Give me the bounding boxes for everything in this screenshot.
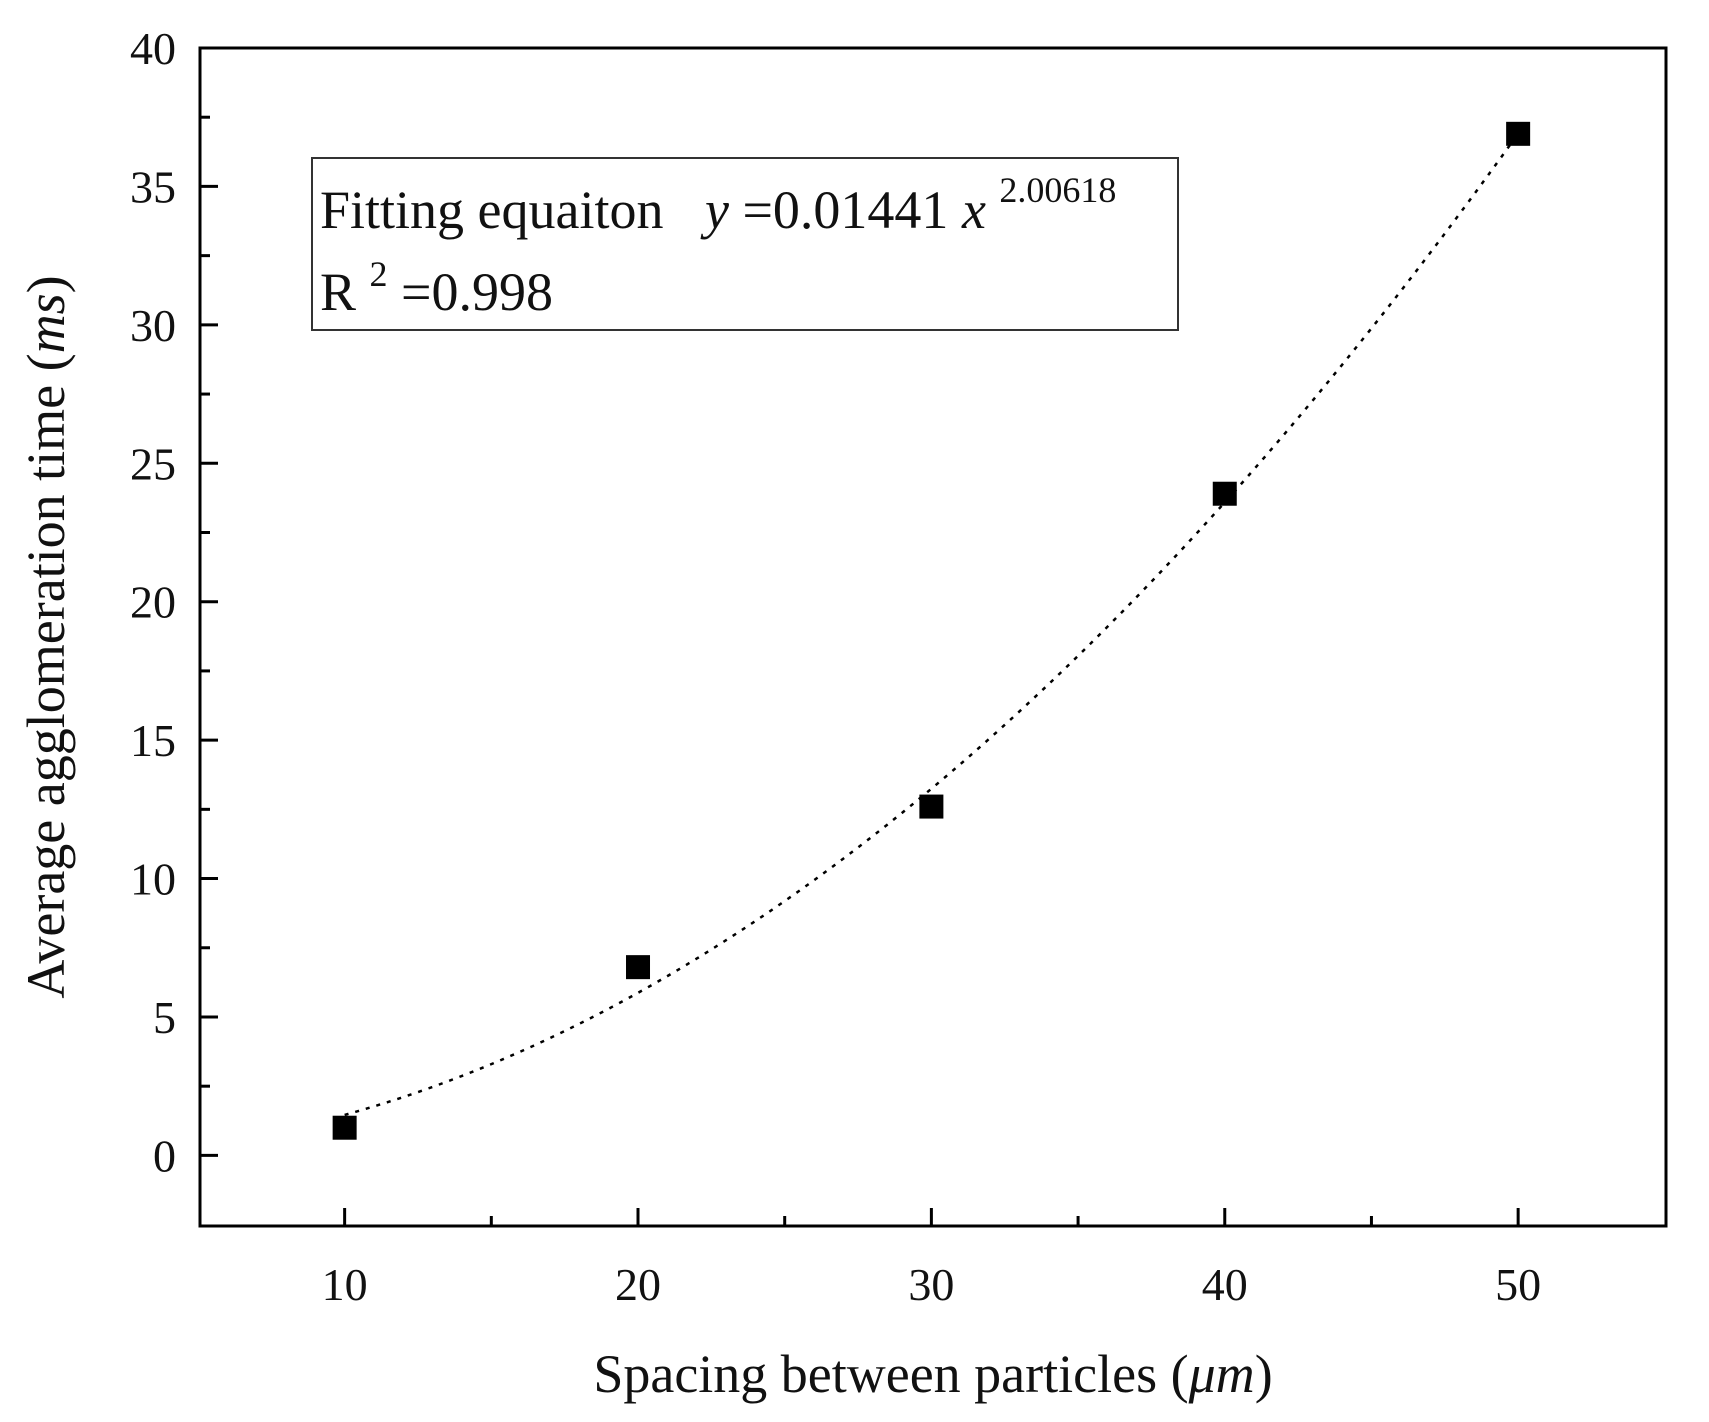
y-tick-label-35: 35 (130, 161, 176, 212)
annotation-r-value: =0.998 (401, 262, 553, 322)
data-point-20 (626, 955, 651, 980)
x-axis-title: Spacing between particles (μm) (593, 1344, 1272, 1404)
x-tick-label-30: 30 (908, 1259, 954, 1310)
data-point-10 (332, 1115, 357, 1140)
y-axis-title: Average agglomeration time (ms) (16, 275, 76, 998)
y-tick-label-25: 25 (130, 438, 176, 489)
y-tick-label-5: 5 (153, 992, 176, 1043)
data-point-50 (1506, 121, 1531, 146)
x-tick-label-10: 10 (322, 1259, 368, 1310)
y-tick-label-20: 20 (130, 577, 176, 628)
y-tick-label-0: 0 (153, 1130, 176, 1181)
annotation-r-sup: 2 (370, 254, 388, 294)
annotation-label: Fitting equaiton (320, 180, 664, 240)
x-axis: 10 20 30 40 50 (322, 1208, 1541, 1310)
annotation-frame (311, 157, 1179, 331)
annotation-exponent: 2.00618 (999, 170, 1116, 210)
annotation-line-1: Fitting equaiton y =0.01441 x 2.00618 (320, 170, 1116, 240)
x-axis-title-close: ) (1255, 1344, 1273, 1404)
x-tick-label-50: 50 (1495, 1259, 1541, 1310)
y-axis-unit: ms (16, 293, 76, 353)
annotation-y: y (700, 180, 729, 240)
annotation-coef: =0.01441 (742, 180, 948, 240)
annotation-line-2: R 2 =0.998 (320, 238, 553, 322)
plot-frame (198, 46, 1668, 1228)
x-axis-unit: μm (1188, 1344, 1255, 1404)
x-axis-title-text: Spacing between particles ( (593, 1344, 1188, 1404)
annotation-x: x (961, 180, 986, 240)
annotation-box: Fitting equaiton y =0.01441 x 2.00618 R … (311, 157, 1179, 331)
y-axis: 0 5 10 15 20 25 30 35 40 (130, 23, 218, 1181)
y-tick-label-40: 40 (130, 23, 176, 74)
y-axis-title-close: ) (16, 275, 76, 293)
y-tick-label-15: 15 (130, 715, 176, 766)
y-axis-title-text: Average agglomeration time ( (16, 353, 76, 998)
data-point-40 (1212, 481, 1237, 506)
y-tick-label-30: 30 (130, 300, 176, 351)
data-point-30 (919, 794, 944, 819)
x-tick-label-40: 40 (1202, 1259, 1248, 1310)
x-tick-label-20: 20 (615, 1259, 661, 1310)
y-tick-label-10: 10 (130, 854, 176, 905)
data-points (332, 121, 1531, 1140)
annotation-r: R (320, 262, 356, 322)
